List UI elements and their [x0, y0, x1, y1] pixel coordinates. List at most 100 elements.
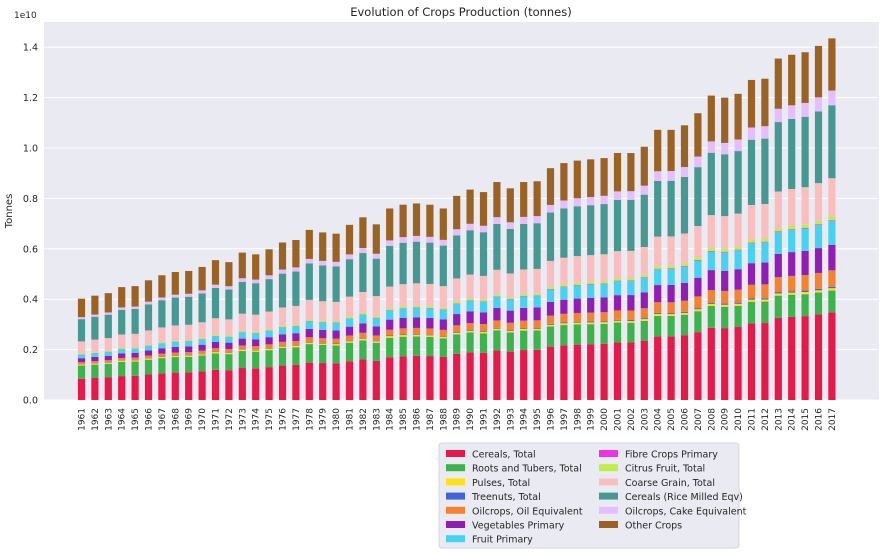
x-tick-label: 2006: [681, 408, 691, 431]
bar-segment: [479, 232, 488, 276]
bar-segment: [801, 228, 809, 251]
x-tick-label: 2011: [748, 408, 758, 431]
bar-segment: [613, 295, 622, 311]
bar-segment: [131, 375, 139, 400]
legend-label: Roots and Tubers, Total: [472, 464, 582, 475]
bar-segment: [560, 163, 568, 201]
bar-segment: [171, 346, 179, 353]
bar-segment: [359, 332, 367, 339]
legend-swatch: [446, 464, 465, 472]
bar-segment: [654, 302, 662, 313]
y-tick-label: 1.0: [23, 144, 38, 155]
bar-segment: [680, 233, 689, 264]
bar-segment: [198, 322, 206, 339]
bar-segment: [319, 338, 327, 343]
bar-segment: [198, 371, 206, 400]
bar-segment: [627, 320, 635, 321]
bar-segment: [774, 318, 782, 400]
bar-segment: [707, 251, 715, 271]
bar-segment: [238, 351, 246, 369]
bar-segment: [386, 308, 394, 311]
bar-segment: [211, 369, 220, 400]
bar-segment: [600, 280, 608, 284]
bar-segment: [694, 277, 702, 297]
bar-segment: [627, 295, 635, 311]
bar-segment: [211, 336, 220, 342]
bar-segment: [158, 343, 166, 349]
bar-segment: [466, 352, 474, 400]
bar-segment: [171, 325, 179, 341]
x-tick-label: 1974: [252, 408, 262, 431]
bar-segment: [828, 90, 836, 106]
bar-segment: [640, 292, 648, 309]
legend-swatch: [599, 506, 618, 514]
bar-segment: [412, 355, 421, 400]
bar-segment: [654, 285, 662, 303]
bar-segment: [77, 319, 86, 342]
bar-segment: [466, 332, 474, 353]
bar-segment: [319, 265, 327, 302]
bar-segment: [118, 287, 126, 308]
bar-segment: [587, 197, 595, 206]
bar-segment: [814, 224, 823, 226]
bar-segment: [211, 287, 220, 319]
bar-segment: [252, 350, 260, 352]
bar-segment: [265, 329, 273, 331]
bar-segment: [104, 355, 112, 361]
bar-segment: [292, 340, 300, 346]
bar-segment: [345, 342, 354, 362]
bar-segment: [573, 160, 581, 199]
x-tick-label: 1962: [91, 408, 101, 431]
bar-segment: [104, 351, 112, 356]
bar-segment: [118, 361, 126, 377]
bar-segment: [680, 312, 689, 315]
bar-segment: [600, 283, 608, 298]
legend-label: Treenuts, Total: [471, 492, 541, 503]
bar-segment: [774, 58, 782, 109]
bar-segment: [158, 275, 166, 298]
bar-segment: [118, 376, 126, 400]
bar-segment: [721, 251, 729, 253]
bar-segment: [613, 199, 622, 252]
bar-segment: [801, 187, 809, 225]
x-tick-label: 1978: [305, 408, 315, 431]
bar-segment: [171, 372, 179, 400]
bar-segment: [211, 260, 220, 285]
bar-segment: [640, 318, 648, 320]
bar-segment: [707, 303, 715, 306]
bar-segment: [198, 355, 206, 372]
bar-segment: [359, 323, 367, 333]
legend-label: Vegetables Primary: [472, 521, 565, 532]
x-tick-label: 2000: [600, 408, 610, 431]
bar-segment: [814, 45, 823, 98]
bar-segment: [479, 225, 488, 233]
bar-segment: [412, 334, 421, 335]
bar-segment: [721, 154, 729, 217]
bar-segment: [91, 316, 99, 340]
bar-segment: [399, 306, 407, 309]
bar-segment: [278, 327, 287, 335]
bar-segment: [305, 263, 313, 300]
bar-segment: [372, 253, 380, 259]
bar-segment: [185, 296, 193, 325]
bar-segment: [118, 334, 126, 348]
bar-segment: [466, 300, 474, 312]
bar-segment: [640, 319, 648, 321]
x-tick-label: 2007: [694, 408, 704, 431]
bar-segment: [533, 349, 541, 400]
bar-segment: [493, 294, 501, 297]
bar-segment: [386, 245, 394, 287]
bar-segment: [225, 354, 233, 371]
bar-segment: [305, 258, 313, 264]
bar-segment: [171, 271, 179, 295]
bar-segment: [506, 222, 514, 230]
legend-label: Pulses, Total: [472, 478, 530, 489]
bar-segment: [399, 204, 407, 238]
legend-swatch: [599, 464, 618, 472]
bar-segment: [546, 301, 555, 316]
bar-segment: [399, 334, 407, 336]
x-tick-label: 1997: [560, 408, 570, 431]
bar-segment: [332, 330, 340, 339]
bar-segment: [640, 308, 648, 319]
bar-segment: [426, 328, 434, 335]
